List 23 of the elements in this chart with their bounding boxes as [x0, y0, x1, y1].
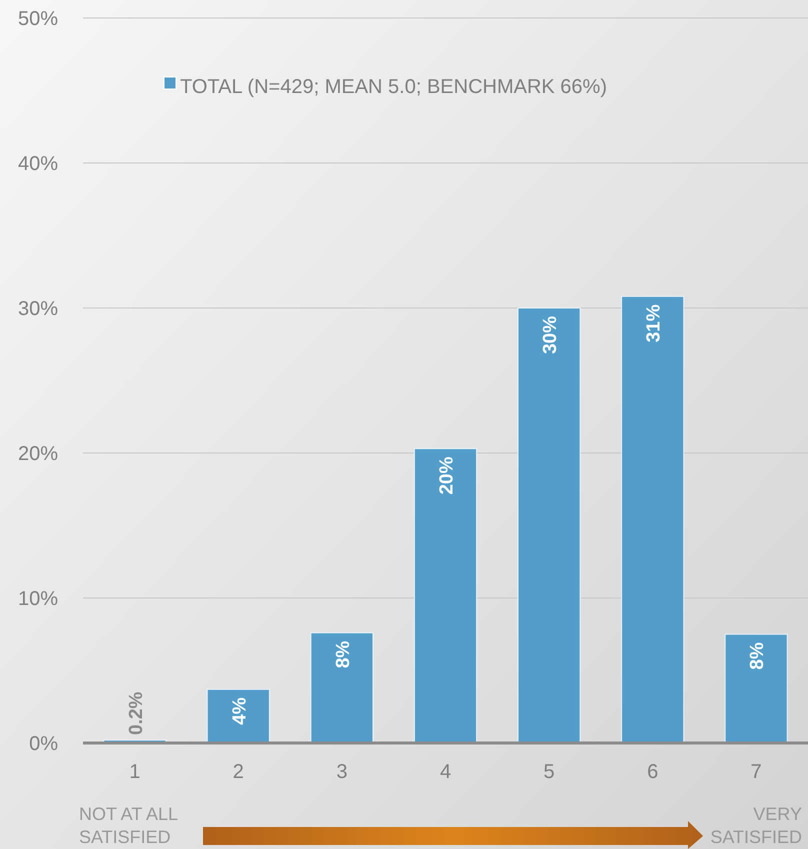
data-label: 30%: [540, 316, 562, 354]
data-label: 0.2%: [126, 692, 147, 735]
x-tick-label: 5: [544, 761, 555, 783]
x-tick-label: 7: [750, 761, 762, 783]
data-label: 20%: [436, 456, 458, 495]
text: TOTAL (N=429; MEAN 5.0; BENCHMARK 66%): [180, 76, 607, 98]
text: NOT AT ALL SATISFIED: [79, 804, 178, 847]
y-tick-label: 0%: [29, 733, 58, 755]
text: VERY SATISFIED: [710, 804, 802, 847]
y-tick-label: 10%: [18, 588, 58, 610]
data-label: 4%: [229, 697, 250, 725]
x-tick-label: 3: [336, 761, 348, 783]
x-tick-label: 6: [647, 761, 658, 783]
y-tick-label: 20%: [18, 443, 58, 465]
y-tick-label: 30%: [18, 298, 58, 320]
x-tick-label: 4: [440, 761, 452, 783]
y-tick-label: 50%: [18, 8, 58, 30]
data-label: 31%: [644, 304, 665, 342]
data-label: 8%: [747, 642, 768, 670]
x-tick-label: 1: [129, 761, 140, 783]
x-tick-label: 2: [232, 761, 244, 783]
data-label: 8%: [332, 640, 354, 668]
y-tick-label: 40%: [18, 153, 58, 175]
